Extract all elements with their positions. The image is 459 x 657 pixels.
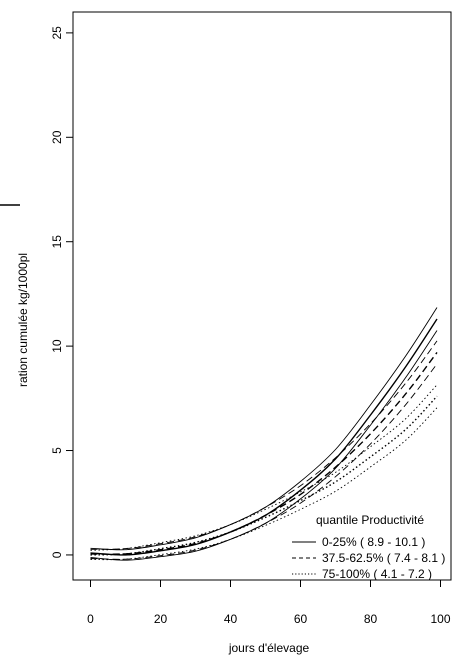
y-axis-label: ration cumulée kg/1000pl <box>16 253 30 387</box>
x-tick-label: 100 <box>430 612 450 626</box>
x-axis: 0 20 40 60 80 100 <box>87 580 451 626</box>
x-tick-label: 20 <box>154 612 168 626</box>
series-lines <box>90 307 438 561</box>
series-band-line <box>90 340 438 550</box>
x-tick-label: 60 <box>294 612 308 626</box>
x-tick-label: 80 <box>364 612 378 626</box>
series-2 <box>90 340 438 560</box>
y-tick-label: 0 <box>50 551 64 558</box>
series-band-line <box>90 363 438 560</box>
series-band-line <box>90 384 438 551</box>
plot-area <box>72 11 452 581</box>
y-axis: 0 5 10 15 20 25 <box>50 26 73 558</box>
legend-label: 0-25% ( 8.9 - 10.1 ) <box>322 535 425 549</box>
series-band-line <box>90 407 438 561</box>
x-tick-label: 40 <box>224 612 238 626</box>
y-tick-label: 15 <box>50 235 64 249</box>
legend-label: 37.5-62.5% ( 7.4 - 8.1 ) <box>322 551 445 565</box>
x-axis-label: jours d'élevage <box>228 641 310 655</box>
x-tick-label: 0 <box>87 612 94 626</box>
legend-title: quantile Productivité <box>316 513 424 527</box>
legend-label: 75-100% ( 4.1 - 7.2 ) <box>322 567 432 581</box>
series-3 <box>90 384 438 561</box>
legend: quantile Productivité 0-25% ( 8.9 - 10.1… <box>292 513 445 581</box>
series-line <box>90 351 438 555</box>
y-tick-label: 10 <box>50 339 64 353</box>
series-line <box>90 395 438 556</box>
y-tick-label: 20 <box>50 130 64 144</box>
y-tick-label: 5 <box>50 447 64 454</box>
y-tick-label: 25 <box>50 26 64 40</box>
